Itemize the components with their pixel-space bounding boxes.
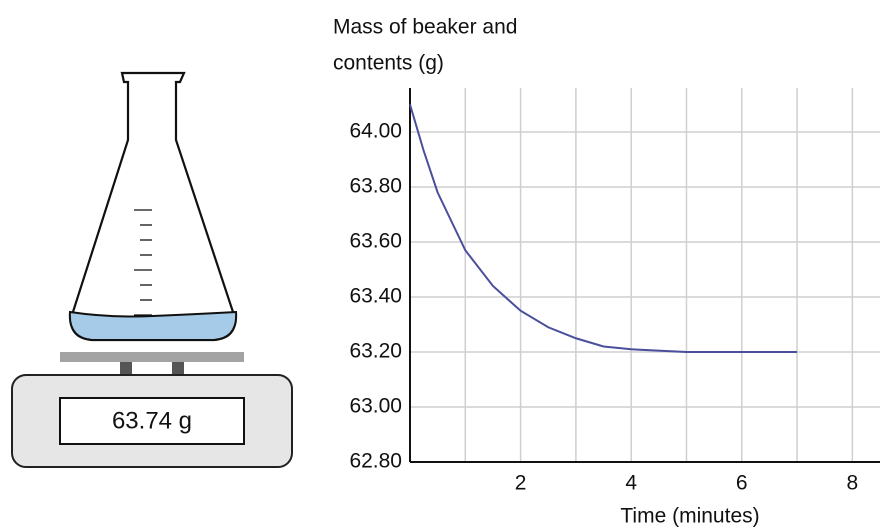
x-tick-label: 8 (847, 472, 859, 495)
liquid (68, 310, 238, 341)
pan (60, 352, 244, 362)
data-line (409, 104, 798, 353)
pan-leg (172, 362, 184, 376)
x-tick-label: 2 (515, 472, 527, 495)
y-tick-label: 63.00 (349, 395, 402, 418)
y-tick-label: 63.60 (349, 230, 402, 253)
scale-reading: 63.74 g (112, 407, 192, 434)
flask-outline (70, 71, 236, 342)
y-axis-title: Mass of beaker and (333, 16, 517, 39)
graduations (134, 209, 152, 316)
y-tick-label: 63.80 (349, 175, 402, 198)
x-tick-label: 4 (625, 472, 637, 495)
y-tick-label: 64.00 (349, 120, 402, 143)
y-tick-label: 63.40 (349, 285, 402, 308)
flask (68, 71, 238, 342)
y-tick-label: 62.80 (349, 450, 402, 473)
balance: 63.74 g (11, 352, 293, 468)
pan-leg (120, 362, 132, 376)
x-axis-title: Time (minutes) (620, 505, 759, 528)
x-tick-label: 6 (736, 472, 748, 495)
y-axis-title: contents (g) (333, 52, 444, 75)
display (59, 397, 245, 445)
y-tick-label: 63.20 (349, 340, 402, 363)
